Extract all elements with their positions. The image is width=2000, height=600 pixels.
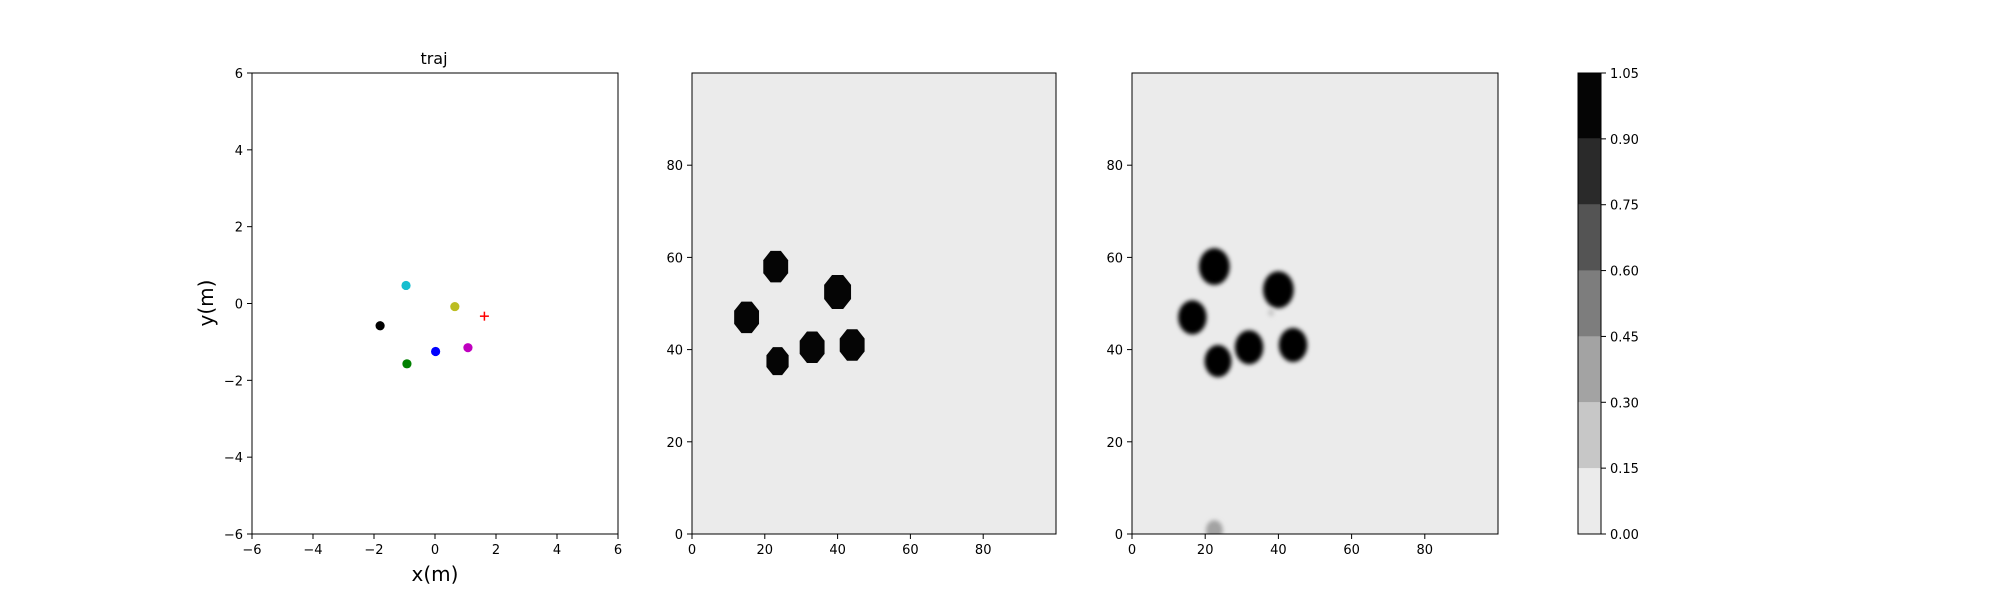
traj-ytick-label: 6 bbox=[235, 67, 243, 82]
heatmap-ytick-label: 20 bbox=[1106, 436, 1123, 451]
heatmap-blob bbox=[1204, 344, 1232, 378]
heatmap-blob bbox=[766, 347, 789, 376]
colorbar-level bbox=[1578, 270, 1601, 337]
colorbar-frame bbox=[1577, 72, 1602, 535]
heatmap-ytick-label: 60 bbox=[666, 251, 683, 266]
colorbar-level bbox=[1578, 73, 1601, 139]
heatmap-blob bbox=[824, 274, 852, 310]
traj-title: traj bbox=[420, 49, 447, 68]
heatmap-ytick-label: 80 bbox=[666, 159, 683, 174]
traj-point bbox=[431, 346, 441, 357]
heatmap-1-frame bbox=[691, 72, 1057, 535]
colorbar-tick-label: 0.75 bbox=[1610, 199, 1639, 214]
colorbar-level bbox=[1578, 336, 1601, 403]
heatmap-xtick-label: 40 bbox=[1270, 543, 1287, 558]
heatmap-xtick-label: 40 bbox=[829, 543, 846, 558]
colorbar-tick-label: 0.45 bbox=[1610, 330, 1639, 345]
colorbar-tick-label: 0.15 bbox=[1610, 462, 1639, 477]
traj-ytick-label: 0 bbox=[235, 298, 243, 313]
traj-ytick-label: −2 bbox=[224, 374, 243, 389]
heatmap-blob bbox=[799, 331, 825, 364]
traj-xtick-label: −6 bbox=[242, 543, 261, 558]
traj-ytick-label: −4 bbox=[224, 451, 243, 466]
heatmap-blob bbox=[734, 301, 760, 334]
heatmap-blob bbox=[763, 250, 789, 283]
colorbar-level bbox=[1578, 402, 1601, 469]
colorbar-level bbox=[1578, 138, 1601, 205]
heatmap-1-ticks: 0 20 40 60 80 0 20 40 60 80 bbox=[666, 159, 991, 558]
traj-xtick-label: −4 bbox=[303, 543, 322, 558]
heatmap-xtick-label: 60 bbox=[1343, 543, 1360, 558]
heatmap-2-frame bbox=[1131, 72, 1499, 535]
heatmap-blob bbox=[1205, 520, 1223, 534]
colorbar-level bbox=[1578, 468, 1601, 534]
traj-point bbox=[375, 321, 385, 331]
traj-xlabel: x(m) bbox=[412, 562, 459, 586]
heatmap-blob bbox=[1268, 309, 1275, 317]
traj-xtick-label: −2 bbox=[364, 543, 383, 558]
heatmap-xtick-label: 0 bbox=[688, 543, 696, 558]
traj-point bbox=[463, 343, 473, 353]
heatmap-ytick-label: 0 bbox=[675, 528, 683, 543]
traj-xtick-label: 6 bbox=[614, 543, 622, 558]
traj-point bbox=[402, 359, 412, 369]
traj-ylabel: y(m) bbox=[194, 280, 218, 327]
colorbar-tick-label: 0.60 bbox=[1610, 265, 1639, 280]
heatmap-xtick-label: 60 bbox=[902, 543, 919, 558]
heatmap-xtick-label: 20 bbox=[757, 543, 774, 558]
colorbar-tick-label: 1.05 bbox=[1610, 67, 1639, 82]
traj-ytick-label: −6 bbox=[224, 528, 243, 543]
colorbar-ticks: 0.00 0.15 0.30 0.45 0.60 0.75 0.90 1.05 bbox=[1601, 67, 1639, 543]
colorbar-levels bbox=[1578, 73, 1601, 534]
heatmap-blob bbox=[1278, 327, 1308, 363]
heatmap-ytick-label: 20 bbox=[666, 436, 683, 451]
traj-xtick-label: 0 bbox=[431, 543, 439, 558]
heatmap-1-blobs bbox=[734, 250, 865, 376]
heatmap-blob bbox=[1178, 300, 1207, 335]
colorbar-tick-label: 0.00 bbox=[1610, 528, 1639, 543]
colorbar-tick-label: 0.90 bbox=[1610, 133, 1639, 148]
traj-xtick-label: 4 bbox=[553, 543, 561, 558]
colorbar-level bbox=[1578, 204, 1601, 271]
colorbar-tick-label: 0.30 bbox=[1610, 396, 1639, 411]
heatmap-ytick-label: 60 bbox=[1106, 251, 1123, 266]
colorbar: 0.00 0.15 0.30 0.45 0.60 0.75 0.90 1.05 bbox=[1577, 67, 1639, 543]
heatmap-2-blobs bbox=[1178, 248, 1308, 534]
heatmap-ytick-label: 80 bbox=[1106, 159, 1123, 174]
heatmap-ytick-label: 40 bbox=[666, 344, 683, 359]
traj-xtick-label: 2 bbox=[492, 543, 500, 558]
traj-plot: traj −6 −4 −2 0 2 4 6 −6 −4 −2 0 2 4 6 x(m) y(m) bbox=[194, 49, 622, 586]
traj-ticks: −6 −4 −2 0 2 4 6 −6 −4 −2 0 2 4 6 bbox=[224, 67, 622, 558]
traj-axes-frame bbox=[251, 72, 619, 535]
traj-points bbox=[375, 280, 489, 369]
heatmap-blob bbox=[1198, 248, 1230, 286]
heatmap-estimate: 0 20 40 60 80 0 20 40 60 80 bbox=[1106, 72, 1499, 558]
heatmap-ytick-label: 0 bbox=[1115, 528, 1123, 543]
traj-point bbox=[401, 280, 411, 291]
heatmap-2-ticks: 0 20 40 60 80 0 20 40 60 80 bbox=[1106, 159, 1433, 558]
traj-ytick-label: 4 bbox=[235, 144, 243, 159]
heatmap-ground-truth: 0 20 40 60 80 0 20 40 60 80 bbox=[666, 72, 1057, 558]
heatmap-ytick-label: 40 bbox=[1106, 344, 1123, 359]
traj-ytick-label: 2 bbox=[235, 221, 243, 236]
heatmap-xtick-label: 80 bbox=[1417, 543, 1434, 558]
heatmap-blob bbox=[1234, 330, 1264, 365]
heatmap-blob bbox=[839, 329, 865, 361]
traj-point bbox=[450, 301, 460, 312]
heatmap-xtick-label: 0 bbox=[1128, 543, 1136, 558]
traj-target-marker bbox=[479, 311, 489, 321]
heatmap-blob bbox=[1263, 271, 1294, 309]
heatmap-xtick-label: 20 bbox=[1197, 543, 1214, 558]
heatmap-xtick-label: 80 bbox=[975, 543, 992, 558]
